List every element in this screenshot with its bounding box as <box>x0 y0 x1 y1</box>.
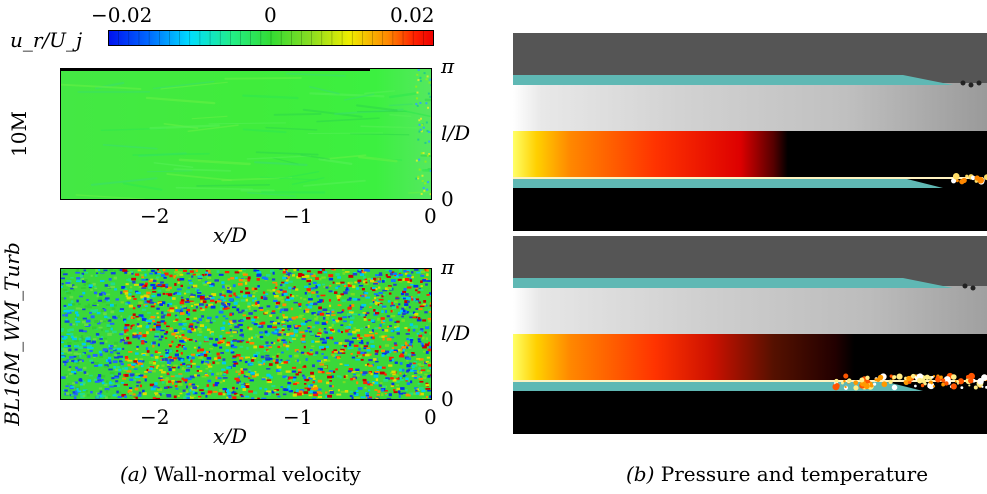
ytick-zero-bl16m: 0 <box>441 387 454 411</box>
colorbar-segment-lines <box>118 31 424 45</box>
pressure-temperature-panel-bottom <box>513 236 987 434</box>
caption-left: (a) Wall-normal velocity <box>120 462 361 486</box>
nozzle-upper-wall <box>513 278 953 288</box>
ytick-pi-10m: π <box>441 54 455 78</box>
pressure-inner-field <box>513 83 987 131</box>
caption-left-text: Wall-normal velocity <box>147 462 361 486</box>
colorbar-tick-max: 0.02 <box>390 3 435 27</box>
nozzle-lower-wall <box>513 178 943 188</box>
xtick-m1-bl16m: −1 <box>283 405 313 429</box>
caption-right-letter: (b) <box>626 462 655 486</box>
velocity-noise-bl16m <box>60 268 432 400</box>
nozzle-upper-wall <box>513 75 953 85</box>
colorbar-tick-mid: 0 <box>264 3 277 27</box>
colorbar <box>108 30 434 46</box>
colorbar-label-text: u_r/U_j <box>10 28 83 52</box>
temperature-core <box>513 131 987 179</box>
caption-left-letter: (a) <box>120 462 148 486</box>
xlabel-bl16m: x/D <box>213 424 248 448</box>
velocity-panel-bl16m <box>60 268 432 400</box>
ytick-pi-bl16m: π <box>441 255 455 279</box>
pressure-temperature-panel-top <box>513 33 987 231</box>
colorbar-gradient <box>108 30 434 46</box>
panel-frame-bl16m <box>60 268 432 400</box>
caption-right-text: Pressure and temperature <box>654 462 929 486</box>
panel-frame-10m <box>60 68 432 200</box>
ylabel-10m: l/D <box>441 121 471 145</box>
xtick-m1-10m: −1 <box>283 204 313 228</box>
colorbar-label: u_r/U_j <box>10 30 82 50</box>
velocity-streaks-10m <box>60 68 432 200</box>
xtick-m2-10m: −2 <box>140 204 170 228</box>
row-label-bl16m: BL16M_WM_Turb <box>0 242 24 426</box>
temperature-core <box>513 334 987 382</box>
caption-right: (b) Pressure and temperature <box>626 462 928 486</box>
velocity-panel-10m <box>60 68 432 200</box>
row-label-10m: 10M <box>6 111 31 157</box>
xtick-m2-bl16m: −2 <box>140 405 170 429</box>
nozzle-tip-features-top <box>951 80 987 185</box>
xlabel-10m: x/D <box>213 223 248 247</box>
xtick-0-bl16m: 0 <box>424 405 437 429</box>
pressure-inner-field <box>513 286 987 334</box>
ylabel-bl16m: l/D <box>441 321 471 345</box>
turbulent-eddies-bottom <box>832 283 987 391</box>
xtick-0-10m: 0 <box>424 204 437 228</box>
ytick-zero-10m: 0 <box>441 187 454 211</box>
colorbar-tick-min: −0.02 <box>91 3 153 27</box>
nozzle-lower-wall <box>513 381 923 391</box>
